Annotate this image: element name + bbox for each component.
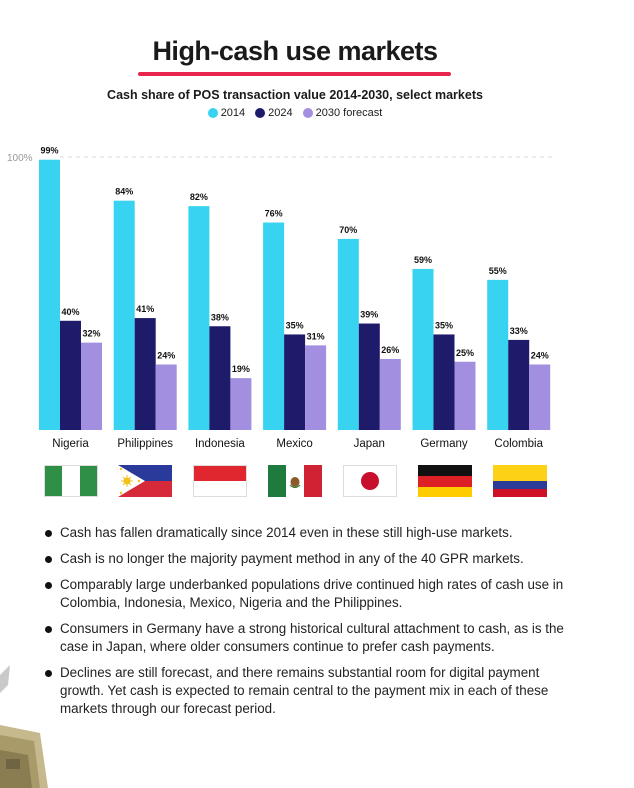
bar-nigeria-2030 bbox=[81, 342, 102, 430]
x-tick-label-nigeria: Nigeria bbox=[52, 438, 89, 450]
bar-mexico-2030 bbox=[305, 345, 327, 430]
data-label-germany-2024: 35% bbox=[435, 320, 453, 330]
bar-philippines-2014 bbox=[113, 200, 135, 430]
legend-label-2024: 2024 bbox=[268, 107, 293, 119]
bar-japan-2030 bbox=[379, 359, 401, 430]
bar-indonesia-2014 bbox=[188, 206, 210, 430]
bar-nigeria-2024 bbox=[60, 320, 81, 430]
chart-title: Cash share of POS transaction value 2014… bbox=[107, 88, 483, 102]
title-underline bbox=[138, 72, 451, 76]
data-label-japan-2030: 26% bbox=[381, 345, 399, 355]
indonesia-flag-icon bbox=[193, 465, 247, 497]
bar-philippines-2030 bbox=[155, 364, 177, 430]
bar-mexico-2024 bbox=[284, 334, 306, 430]
data-label-mexico-2030: 31% bbox=[307, 331, 325, 341]
x-tick-label-philippines: Philippines bbox=[117, 438, 173, 450]
gridline-label: 100% bbox=[7, 153, 33, 164]
data-label-germany-2030: 25% bbox=[456, 348, 474, 358]
bullet-text: Declines are still forecast, and there r… bbox=[60, 665, 549, 716]
bar-philippines-2024 bbox=[134, 318, 156, 430]
legend-swatch-2014 bbox=[207, 108, 218, 118]
bullet-text: Comparably large underbanked populations… bbox=[60, 577, 564, 610]
bar-japan-2014 bbox=[337, 238, 359, 430]
bar-colombia-2024 bbox=[508, 339, 530, 430]
data-label-mexico-2024: 35% bbox=[286, 320, 304, 330]
x-tick-label-japan: Japan bbox=[354, 438, 385, 450]
bullet-icon bbox=[45, 556, 52, 563]
data-label-indonesia-2014: 82% bbox=[190, 192, 208, 202]
data-label-germany-2014: 59% bbox=[414, 255, 432, 265]
x-tick-label-germany: Germany bbox=[420, 438, 468, 450]
legend-swatch-2030 bbox=[302, 108, 313, 118]
list-item: Declines are still forecast, and there r… bbox=[44, 664, 584, 718]
bullet-text: Cash is no longer the majority payment m… bbox=[60, 551, 524, 566]
x-tick-label-colombia: Colombia bbox=[494, 438, 543, 450]
bullet-icon bbox=[45, 582, 52, 589]
bullet-icon bbox=[45, 530, 52, 537]
bar-mexico-2014 bbox=[263, 222, 285, 430]
list-item: Cash has fallen dramatically since 2014 … bbox=[44, 524, 584, 542]
data-label-japan-2014: 70% bbox=[339, 225, 357, 235]
legend-swatch-2024 bbox=[255, 108, 266, 118]
list-item: Comparably large underbanked populations… bbox=[44, 576, 584, 612]
data-label-philippines-2014: 84% bbox=[115, 187, 133, 197]
data-label-philippines-2024: 41% bbox=[136, 304, 154, 314]
bullet-icon bbox=[45, 670, 52, 677]
legend-label-2030: 2030 forecast bbox=[315, 107, 383, 119]
legend-item-2014: 2014 bbox=[207, 107, 246, 119]
legend-item-2030-forecast: 2030 forecast bbox=[302, 107, 383, 119]
bullet-text: Consumers in Germany have a strong histo… bbox=[60, 621, 564, 654]
philippines-flag-icon bbox=[118, 465, 172, 497]
bar-indonesia-2030 bbox=[230, 378, 252, 430]
germany-flag-icon bbox=[418, 465, 472, 497]
data-label-nigeria-2024: 40% bbox=[61, 307, 79, 317]
list-item: Consumers in Germany have a strong histo… bbox=[44, 620, 584, 656]
chart-legend: 2014 2024 2030 forecast bbox=[0, 107, 590, 119]
data-label-colombia-2024: 33% bbox=[510, 326, 528, 336]
bar-colombia-2014 bbox=[487, 279, 509, 430]
bar-chart: 100% 99% 40% 32% Nigeria 84% 41% 24% Philippines… bbox=[7, 146, 555, 450]
bullet-text: Cash has fallen dramatically since 2014 … bbox=[60, 525, 513, 540]
bar-japan-2024 bbox=[358, 323, 380, 430]
legend-label-2014: 2014 bbox=[220, 107, 246, 119]
banknotes-decoration-icon bbox=[0, 665, 48, 788]
bar-germany-2014 bbox=[412, 268, 434, 430]
bar-germany-2030 bbox=[454, 361, 476, 430]
data-label-colombia-2014: 55% bbox=[489, 266, 507, 276]
data-label-japan-2024: 39% bbox=[360, 310, 378, 320]
list-item: Cash is no longer the majority payment m… bbox=[44, 550, 584, 568]
data-label-nigeria-2014: 99% bbox=[40, 146, 58, 156]
data-label-indonesia-2030: 19% bbox=[232, 364, 250, 374]
data-label-nigeria-2030: 32% bbox=[82, 329, 100, 339]
bar-colombia-2030 bbox=[529, 364, 551, 430]
data-label-philippines-2030: 24% bbox=[157, 350, 175, 360]
mexico-flag-icon bbox=[268, 465, 322, 497]
bullet-icon bbox=[45, 626, 52, 633]
colombia-flag-icon bbox=[493, 465, 547, 497]
bar-germany-2024 bbox=[433, 334, 455, 430]
bar-indonesia-2024 bbox=[209, 326, 231, 430]
legend-item-2024: 2024 bbox=[255, 107, 293, 119]
page-title: High-cash use markets bbox=[152, 36, 438, 66]
key-findings-list: Cash has fallen dramatically since 2014 … bbox=[44, 524, 584, 726]
nigeria-flag-icon bbox=[44, 465, 98, 497]
japan-flag-icon bbox=[343, 465, 397, 497]
x-tick-label-mexico: Mexico bbox=[276, 438, 312, 450]
bar-nigeria-2014 bbox=[39, 159, 60, 431]
data-label-indonesia-2024: 38% bbox=[211, 312, 229, 322]
data-label-mexico-2014: 76% bbox=[265, 209, 283, 219]
x-tick-label-indonesia: Indonesia bbox=[195, 438, 245, 450]
data-label-colombia-2030: 24% bbox=[531, 350, 549, 360]
